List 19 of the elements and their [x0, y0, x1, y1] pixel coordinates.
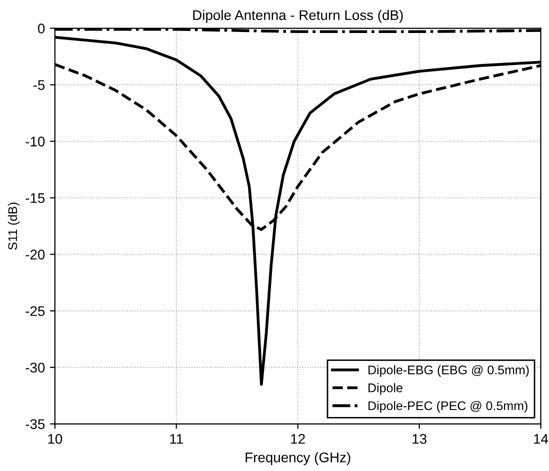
y-axis-title: S11 (dB): [8, 202, 20, 250]
x-tick-label: 12: [291, 434, 305, 444]
chart-title: Dipole Antenna - Return Loss (dB): [193, 10, 403, 23]
y-tick-label: -5: [33, 80, 45, 90]
y-tick-label: -15: [26, 193, 45, 203]
x-tick-label: 13: [412, 434, 426, 444]
y-tick-label: -20: [26, 250, 45, 260]
legend-label: Dipole-PEC (PEC @ 0.5mm): [368, 401, 528, 413]
y-tick-label: -10: [26, 136, 45, 146]
x-tick-label: 14: [534, 434, 548, 444]
legend-label: Dipole-EBG (EBG @ 0.5mm): [368, 365, 529, 377]
y-tick-label: 0: [38, 24, 45, 34]
y-tick-label: -25: [26, 306, 45, 316]
x-tick-label: 11: [170, 434, 183, 444]
x-axis-title: Frequency (GHz): [246, 452, 350, 466]
legend-label: Dipole: [368, 383, 402, 395]
x-tick-label: 10: [48, 434, 62, 444]
y-tick-label: -35: [26, 419, 45, 430]
y-tick-label: -30: [26, 362, 45, 373]
